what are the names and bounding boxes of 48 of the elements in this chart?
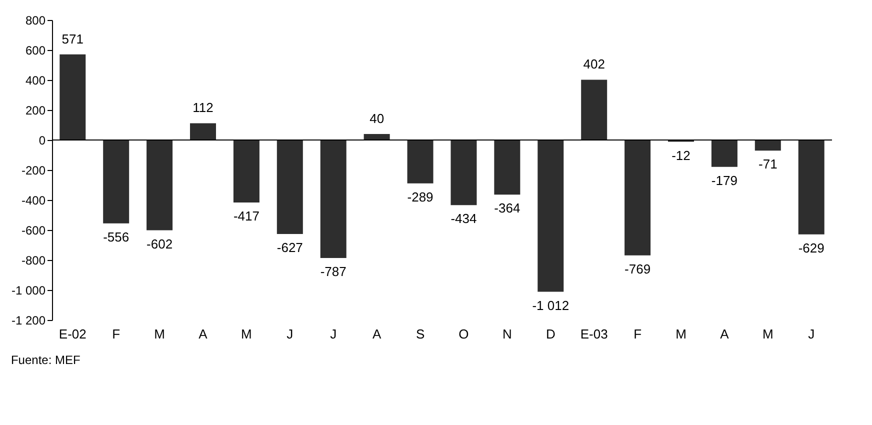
x-tick-label: N: [502, 326, 512, 342]
data-label: -787: [320, 264, 346, 280]
data-label: -179: [711, 172, 738, 188]
x-tick-label: M: [154, 326, 165, 342]
y-tick-label: 200: [25, 104, 46, 118]
y-tick-label: 400: [25, 74, 46, 88]
data-label: 40: [370, 111, 384, 126]
data-label: -602: [146, 236, 173, 252]
y-tick-label: 800: [25, 14, 46, 28]
x-tick-label: M: [241, 326, 252, 342]
x-tick-label: E-03: [580, 326, 608, 342]
x-tick-label: A: [720, 326, 730, 342]
data-label: -627: [276, 240, 303, 256]
x-tick-label: D: [546, 326, 556, 342]
y-tick-label: -1 200: [11, 314, 46, 328]
data-label: -289: [407, 189, 434, 204]
y-tick-label: 0: [38, 134, 46, 148]
source-note: Fuente: MEF: [10, 353, 80, 367]
data-label: -71: [758, 156, 778, 172]
x-tick-label: O: [458, 326, 469, 342]
data-label: -434: [450, 211, 477, 226]
data-label: -417: [233, 208, 260, 224]
data-label: 112: [192, 100, 214, 116]
y-tick-label: -800: [21, 254, 46, 268]
data-label: -629: [798, 240, 824, 256]
x-tick-label: A: [372, 326, 382, 342]
x-tick-label: J: [330, 326, 337, 342]
data-label: -556: [103, 229, 130, 244]
x-tick-label: E-02: [58, 326, 86, 342]
data-label: -12: [672, 148, 690, 163]
data-label: 571: [62, 31, 84, 46]
y-tick-label: -600: [21, 224, 46, 238]
y-tick-label: -400: [21, 194, 46, 208]
x-tick-label: A: [198, 326, 208, 342]
x-tick-label: J: [808, 326, 815, 342]
x-tick-label: M: [762, 326, 774, 342]
x-tick-label: F: [634, 326, 642, 342]
data-label: -1 012: [532, 298, 570, 313]
data-label: -364: [494, 200, 520, 216]
x-tick-label: S: [416, 326, 425, 342]
data-label: -769: [624, 261, 651, 276]
data-label: 402: [583, 56, 605, 72]
x-tick-label: F: [112, 326, 120, 342]
x-tick-label: J: [286, 326, 294, 342]
x-tick-label: M: [676, 326, 686, 342]
y-tick-label: 600: [25, 44, 46, 58]
y-tick-label: -200: [21, 164, 46, 178]
y-tick-label: -1 000: [11, 284, 46, 298]
